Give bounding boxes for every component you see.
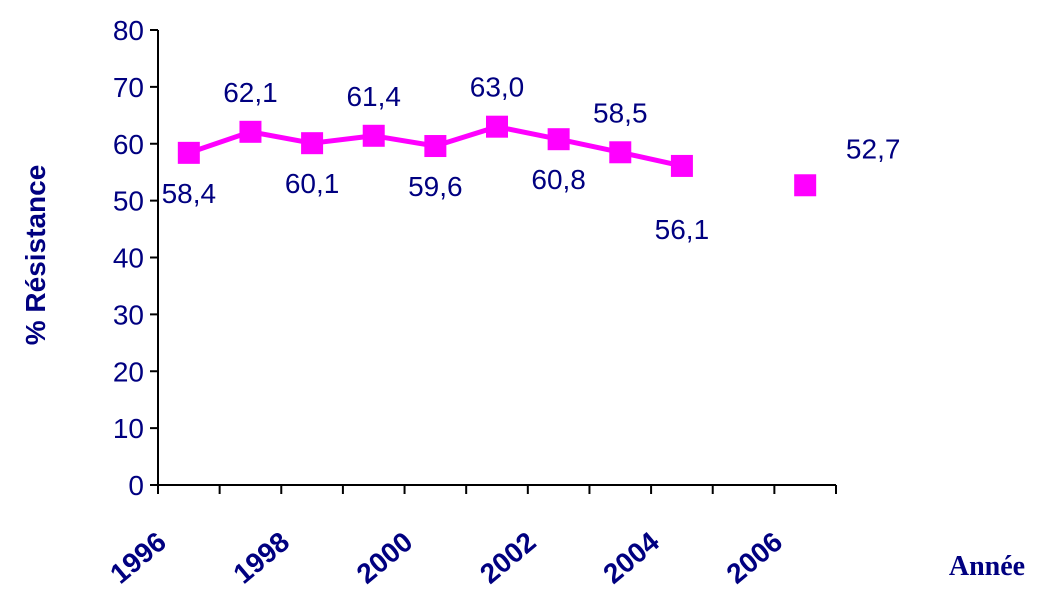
data-point-marker [547, 128, 570, 151]
data-point-marker [239, 120, 262, 143]
x-tick-label: 2000 [351, 526, 419, 590]
data-point-marker [609, 141, 632, 164]
y-tick-label: 20 [113, 356, 144, 387]
data-label: 61,4 [346, 81, 401, 112]
data-label: 60,1 [285, 168, 340, 199]
data-point-marker [424, 135, 447, 158]
y-tick-label: 40 [113, 243, 144, 274]
x-tick-label: 1998 [227, 526, 295, 590]
y-tick-label: 10 [113, 413, 144, 444]
data-label: 56,1 [655, 214, 710, 245]
data-label: 58,4 [162, 178, 217, 209]
series-layer [177, 115, 817, 197]
x-axis-title: Année [949, 551, 1025, 582]
data-label: 62,1 [223, 77, 278, 108]
y-tick-label: 80 [113, 15, 144, 46]
y-tick-label: 60 [113, 129, 144, 160]
data-label: 63,0 [470, 72, 525, 103]
data-point-marker [670, 154, 693, 177]
x-tick-label: 2004 [597, 526, 665, 590]
data-point-marker [177, 141, 200, 164]
data-label: 60,8 [531, 164, 586, 195]
data-point-marker [362, 124, 385, 147]
y-tick-label: 70 [113, 72, 144, 103]
data-point-marker [301, 132, 324, 155]
y-tick-label: 30 [113, 299, 144, 330]
data-labels: 58,4 62,1 60,1 61,4 59,6 63,0 60,8 58,5 56,1 52,7 [162, 72, 901, 245]
y-tick-label: 50 [113, 186, 144, 217]
data-label: 59,6 [408, 171, 463, 202]
x-tick-label: 2006 [721, 526, 789, 590]
data-label: 58,5 [593, 97, 648, 128]
y-tick-label: 0 [128, 470, 144, 501]
data-point-marker [794, 174, 817, 197]
data-point-marker [486, 115, 508, 138]
y-axis-title: % Résistance [20, 165, 51, 346]
data-label: 52,7 [846, 133, 901, 164]
x-tick-label: 1996 [104, 526, 172, 590]
x-tick-label: 2002 [474, 526, 542, 590]
